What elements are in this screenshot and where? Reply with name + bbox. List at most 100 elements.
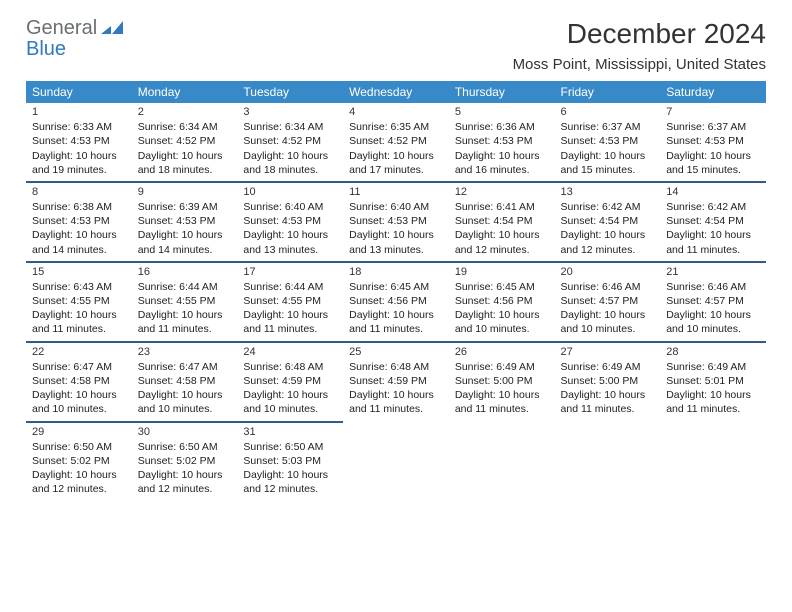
day-number: 5 [455, 106, 549, 119]
day-details: Sunrise: 6:38 AMSunset: 4:53 PMDaylight:… [32, 200, 126, 257]
logo-word-blue: Blue [26, 39, 97, 59]
day-header-fri: Friday [555, 81, 661, 103]
day-header-thu: Thursday [449, 81, 555, 103]
day-header-sun: Sunday [26, 81, 132, 103]
sunset-text: Sunset: 4:55 PM [243, 294, 337, 308]
week-row: 15Sunrise: 6:43 AMSunset: 4:55 PMDayligh… [26, 261, 766, 341]
sunrise-text: Sunrise: 6:45 AM [455, 280, 549, 294]
day-cell: 14Sunrise: 6:42 AMSunset: 4:54 PMDayligh… [660, 181, 766, 261]
day-number: 23 [138, 346, 232, 359]
sunrise-text: Sunrise: 6:49 AM [455, 360, 549, 374]
sunrise-text: Sunrise: 6:41 AM [455, 200, 549, 214]
day-number: 17 [243, 266, 337, 279]
daylight-text: Daylight: 10 hours and 14 minutes. [138, 228, 232, 256]
sunrise-text: Sunrise: 6:42 AM [666, 200, 760, 214]
sunrise-text: Sunrise: 6:44 AM [138, 280, 232, 294]
daylight-text: Daylight: 10 hours and 11 minutes. [32, 308, 126, 336]
day-cell: 3Sunrise: 6:34 AMSunset: 4:52 PMDaylight… [237, 103, 343, 181]
day-cell: 26Sunrise: 6:49 AMSunset: 5:00 PMDayligh… [449, 341, 555, 421]
daylight-text: Daylight: 10 hours and 16 minutes. [455, 149, 549, 177]
logo-mark-icon [101, 20, 123, 41]
daylight-text: Daylight: 10 hours and 13 minutes. [349, 228, 443, 256]
daylight-text: Daylight: 10 hours and 11 minutes. [561, 388, 655, 416]
day-cell: 16Sunrise: 6:44 AMSunset: 4:55 PMDayligh… [132, 261, 238, 341]
day-number: 22 [32, 346, 126, 359]
daylight-text: Daylight: 10 hours and 12 minutes. [32, 468, 126, 496]
day-header-sat: Saturday [660, 81, 766, 103]
day-cell: 25Sunrise: 6:48 AMSunset: 4:59 PMDayligh… [343, 341, 449, 421]
day-cell: 5Sunrise: 6:36 AMSunset: 4:53 PMDaylight… [449, 103, 555, 181]
month-title: December 2024 [513, 18, 766, 50]
day-number: 19 [455, 266, 549, 279]
day-cell: 1Sunrise: 6:33 AMSunset: 4:53 PMDaylight… [26, 103, 132, 181]
daylight-text: Daylight: 10 hours and 17 minutes. [349, 149, 443, 177]
day-cell: 12Sunrise: 6:41 AMSunset: 4:54 PMDayligh… [449, 181, 555, 261]
day-details: Sunrise: 6:43 AMSunset: 4:55 PMDaylight:… [32, 280, 126, 337]
day-details: Sunrise: 6:49 AMSunset: 5:01 PMDaylight:… [666, 360, 760, 417]
daylight-text: Daylight: 10 hours and 14 minutes. [32, 228, 126, 256]
day-cell: 17Sunrise: 6:44 AMSunset: 4:55 PMDayligh… [237, 261, 343, 341]
day-number: 2 [138, 106, 232, 119]
sunset-text: Sunset: 4:52 PM [243, 134, 337, 148]
sunset-text: Sunset: 4:53 PM [666, 134, 760, 148]
sunrise-text: Sunrise: 6:36 AM [455, 120, 549, 134]
day-cell: 8Sunrise: 6:38 AMSunset: 4:53 PMDaylight… [26, 181, 132, 261]
day-cell: 4Sunrise: 6:35 AMSunset: 4:52 PMDaylight… [343, 103, 449, 181]
day-number: 25 [349, 346, 443, 359]
sunset-text: Sunset: 4:55 PM [32, 294, 126, 308]
sunrise-text: Sunrise: 6:43 AM [32, 280, 126, 294]
sunset-text: Sunset: 4:57 PM [666, 294, 760, 308]
day-details: Sunrise: 6:49 AMSunset: 5:00 PMDaylight:… [455, 360, 549, 417]
header: General Blue December 2024 Moss Point, M… [26, 18, 766, 73]
day-number: 15 [32, 266, 126, 279]
day-cell: 18Sunrise: 6:45 AMSunset: 4:56 PMDayligh… [343, 261, 449, 341]
day-details: Sunrise: 6:40 AMSunset: 4:53 PMDaylight:… [243, 200, 337, 257]
day-cell: 31Sunrise: 6:50 AMSunset: 5:03 PMDayligh… [237, 421, 343, 501]
location-label: Moss Point, Mississippi, United States [513, 56, 766, 73]
sunrise-text: Sunrise: 6:39 AM [138, 200, 232, 214]
sunrise-text: Sunrise: 6:50 AM [32, 440, 126, 454]
sunset-text: Sunset: 4:53 PM [32, 214, 126, 228]
day-details: Sunrise: 6:50 AMSunset: 5:03 PMDaylight:… [243, 440, 337, 497]
sunset-text: Sunset: 4:52 PM [138, 134, 232, 148]
day-cell: 30Sunrise: 6:50 AMSunset: 5:02 PMDayligh… [132, 421, 238, 501]
sunset-text: Sunset: 4:56 PM [455, 294, 549, 308]
sunrise-text: Sunrise: 6:49 AM [561, 360, 655, 374]
daylight-text: Daylight: 10 hours and 15 minutes. [666, 149, 760, 177]
daylight-text: Daylight: 10 hours and 19 minutes. [32, 149, 126, 177]
daylight-text: Daylight: 10 hours and 12 minutes. [243, 468, 337, 496]
sunset-text: Sunset: 4:58 PM [32, 374, 126, 388]
day-details: Sunrise: 6:37 AMSunset: 4:53 PMDaylight:… [666, 120, 760, 177]
day-header-tue: Tuesday [237, 81, 343, 103]
sunset-text: Sunset: 4:53 PM [138, 214, 232, 228]
sunset-text: Sunset: 4:54 PM [561, 214, 655, 228]
day-details: Sunrise: 6:46 AMSunset: 4:57 PMDaylight:… [666, 280, 760, 337]
day-details: Sunrise: 6:47 AMSunset: 4:58 PMDaylight:… [138, 360, 232, 417]
day-details: Sunrise: 6:45 AMSunset: 4:56 PMDaylight:… [349, 280, 443, 337]
day-number: 13 [561, 186, 655, 199]
sunrise-text: Sunrise: 6:34 AM [243, 120, 337, 134]
day-number: 29 [32, 426, 126, 439]
sunset-text: Sunset: 4:58 PM [138, 374, 232, 388]
day-number: 12 [455, 186, 549, 199]
logo: General Blue [26, 18, 123, 59]
sunset-text: Sunset: 4:53 PM [32, 134, 126, 148]
day-number: 16 [138, 266, 232, 279]
daylight-text: Daylight: 10 hours and 11 minutes. [455, 388, 549, 416]
sunset-text: Sunset: 4:59 PM [243, 374, 337, 388]
sunset-text: Sunset: 4:57 PM [561, 294, 655, 308]
sunset-text: Sunset: 4:54 PM [666, 214, 760, 228]
daylight-text: Daylight: 10 hours and 11 minutes. [666, 228, 760, 256]
daylight-text: Daylight: 10 hours and 18 minutes. [138, 149, 232, 177]
day-details: Sunrise: 6:35 AMSunset: 4:52 PMDaylight:… [349, 120, 443, 177]
sunrise-text: Sunrise: 6:45 AM [349, 280, 443, 294]
day-cell: 6Sunrise: 6:37 AMSunset: 4:53 PMDaylight… [555, 103, 661, 181]
sunset-text: Sunset: 5:01 PM [666, 374, 760, 388]
day-cell: 10Sunrise: 6:40 AMSunset: 4:53 PMDayligh… [237, 181, 343, 261]
day-cell [343, 421, 449, 501]
day-details: Sunrise: 6:48 AMSunset: 4:59 PMDaylight:… [243, 360, 337, 417]
day-number: 3 [243, 106, 337, 119]
sunrise-text: Sunrise: 6:40 AM [243, 200, 337, 214]
day-cell [660, 421, 766, 501]
day-cell: 29Sunrise: 6:50 AMSunset: 5:02 PMDayligh… [26, 421, 132, 501]
